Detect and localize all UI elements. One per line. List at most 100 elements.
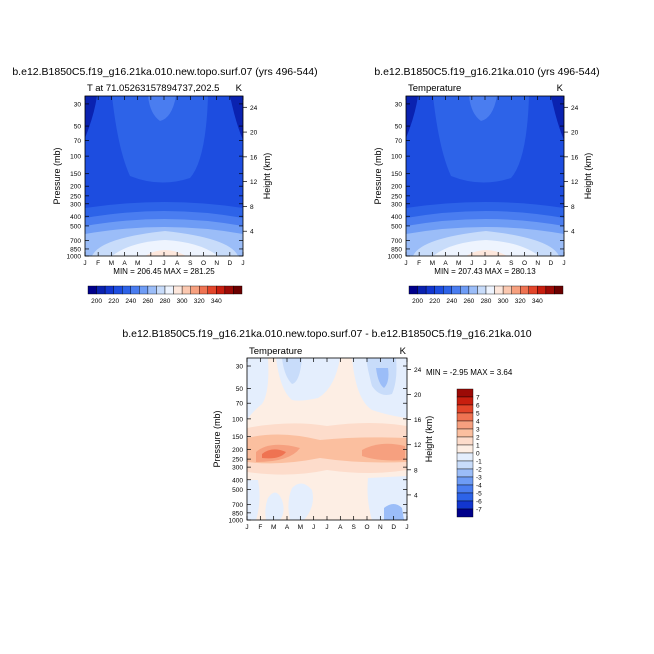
- colorbar-swatch: [434, 285, 444, 295]
- x-tick-label: M: [109, 260, 114, 267]
- x-tick-label: J: [162, 260, 165, 267]
- panel-a-colorbar: 200 220 240 260 280 300 320 340: [87, 285, 243, 305]
- colorbar-label: 1: [476, 442, 480, 449]
- colorbar-swatch: [96, 285, 106, 295]
- colorbar-swatch: [139, 285, 149, 295]
- panel-c-subtitle: Temperature: [249, 346, 302, 357]
- x-tick-label: S: [188, 260, 193, 267]
- x-tick-label: M: [430, 260, 435, 267]
- colorbar-label: 340: [532, 298, 543, 305]
- x-tick-label: A: [175, 260, 180, 267]
- colorbar-label: 320: [515, 298, 526, 305]
- colorbar-label: 260: [142, 298, 153, 305]
- y-tick-label: 250: [232, 457, 243, 464]
- colorbar-swatch: [456, 492, 474, 502]
- y-tick-label: 50: [395, 124, 403, 131]
- y-tick-label: 850: [232, 510, 243, 517]
- colorbar-swatch: [181, 285, 191, 295]
- colorbar-swatch: [494, 285, 504, 295]
- y-tick-label: 400: [232, 477, 243, 484]
- colorbar-swatch: [233, 285, 243, 295]
- colorbar-label: 2: [476, 434, 480, 441]
- colorbar-label: -1: [476, 458, 482, 465]
- x-tick-label: A: [122, 260, 127, 267]
- colorbar-swatch: [173, 285, 183, 295]
- y-tick-label: 700: [70, 238, 81, 245]
- panel-c-units: K: [400, 346, 407, 357]
- x-tick-label: S: [351, 524, 356, 531]
- colorbar-label: 300: [498, 298, 509, 305]
- colorbar-swatch: [456, 468, 474, 478]
- colorbar-swatch: [113, 285, 123, 295]
- height-tick-label: 16: [571, 154, 579, 161]
- colorbar-swatch: [456, 484, 474, 494]
- colorbar-swatch: [456, 412, 474, 422]
- y-tick-label: 150: [232, 434, 243, 441]
- colorbar-swatch: [130, 285, 140, 295]
- height-tick-label: 8: [250, 204, 254, 211]
- colorbar-swatch: [408, 285, 418, 295]
- panel-a: b.e12.B1850C5.f19_g16.21ka.010.new.topo.…: [12, 66, 317, 305]
- panel-b-ylabel: Pressure (mb): [373, 147, 383, 204]
- panel-b-subtitle: Temperature: [408, 83, 461, 94]
- colorbar-label: 240: [125, 298, 136, 305]
- colorbar-label: -2: [476, 466, 482, 473]
- colorbar-label: 240: [446, 298, 457, 305]
- colorbar-swatch: [199, 285, 208, 295]
- y-tick-label: 200: [70, 184, 81, 191]
- x-tick-label: A: [338, 524, 343, 531]
- x-tick-label: D: [391, 524, 396, 531]
- x-tick-label: M: [271, 524, 276, 531]
- x-tick-label: M: [298, 524, 303, 531]
- y-tick-label: 400: [391, 214, 402, 221]
- panel-c-field: [247, 358, 407, 520]
- colorbar-swatch: [122, 285, 131, 295]
- height-tick-label: 12: [571, 179, 579, 186]
- y-tick-label: 300: [391, 201, 402, 208]
- x-tick-label: A: [496, 260, 501, 267]
- y-tick-label: 1000: [229, 518, 244, 525]
- y-tick-label: 1000: [388, 254, 403, 261]
- colorbar-label: 3: [476, 426, 480, 433]
- colorbar-label: 4: [476, 418, 480, 425]
- colorbar-swatch: [147, 285, 157, 295]
- y-tick-label: 500: [70, 223, 81, 230]
- x-tick-label: O: [522, 260, 527, 267]
- y-tick-label: 150: [391, 171, 402, 178]
- x-tick-label: F: [258, 524, 262, 531]
- y-tick-label: 250: [391, 193, 402, 200]
- colorbar-label: -5: [476, 490, 482, 497]
- panel-a-title: b.e12.B1850C5.f19_g16.21ka.010.new.topo.…: [12, 66, 317, 78]
- x-tick-label: O: [201, 260, 206, 267]
- colorbar-label: 280: [481, 298, 492, 305]
- x-tick-label: J: [149, 260, 152, 267]
- height-tick-label: 8: [414, 467, 418, 474]
- panel-a-subtitle: T at 71.05263157894737,202.5: [87, 83, 219, 94]
- x-tick-label: J: [83, 260, 86, 267]
- colorbar-label: 300: [177, 298, 188, 305]
- height-tick-label: 4: [414, 492, 418, 499]
- colorbar-swatch: [511, 285, 521, 295]
- colorbar-swatch: [417, 285, 427, 295]
- panel-c-title: b.e12.B1850C5.f19_g16.21ka.010.new.topo.…: [122, 328, 531, 340]
- colorbar-swatch: [460, 285, 470, 295]
- colorbar-label: 220: [108, 298, 119, 305]
- y-tick-label: 30: [74, 101, 82, 108]
- height-tick-label: 24: [414, 367, 422, 374]
- colorbar-swatch: [456, 508, 474, 518]
- colorbar-swatch: [156, 285, 166, 295]
- x-tick-label: A: [443, 260, 448, 267]
- colorbar-swatch: [456, 452, 474, 462]
- colorbar-swatch: [164, 285, 174, 295]
- y-tick-label: 200: [391, 184, 402, 191]
- colorbar-label: 280: [160, 298, 171, 305]
- y-tick-label: 700: [391, 238, 402, 245]
- y-tick-label: 850: [70, 246, 81, 253]
- colorbar-swatch: [520, 285, 529, 295]
- colorbar-swatch: [554, 285, 564, 295]
- x-tick-label: S: [509, 260, 514, 267]
- x-tick-label: J: [245, 524, 248, 531]
- colorbar-swatch: [456, 444, 474, 454]
